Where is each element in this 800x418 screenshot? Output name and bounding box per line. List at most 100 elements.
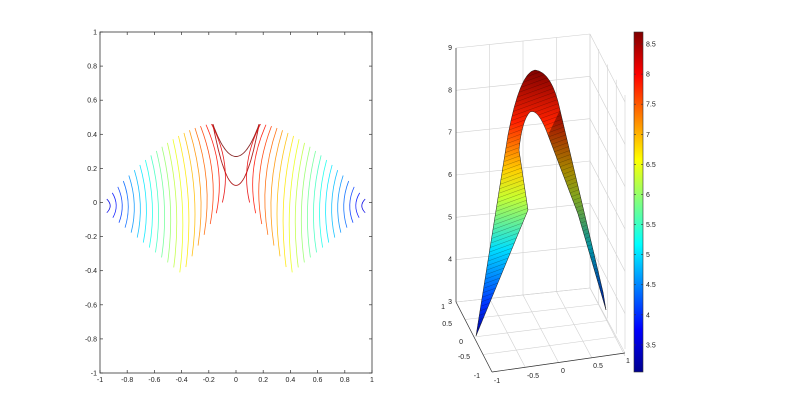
x-tick-label: -0.4: [176, 377, 188, 384]
z-tick-label: 9: [448, 45, 452, 52]
contour-line: [144, 159, 153, 248]
contour-line: [139, 164, 147, 243]
colorbar-tick-label: 5.5: [646, 222, 656, 229]
grid-line: [589, 287, 626, 354]
y-tick-label: 1: [93, 30, 97, 37]
colorbar: 3.5 4 4.5 5 5.5 6 6.5 7 7.5 8 8.5: [633, 31, 656, 373]
z-tick-label: 7: [448, 130, 452, 137]
y-tick-label: 0.4: [87, 132, 97, 139]
contour-line: [331, 169, 339, 238]
surface-mesh: [476, 70, 606, 336]
y-tick-label: 0.5: [442, 321, 452, 328]
contour-line: [349, 186, 355, 223]
colorbar-tick-label: 7: [646, 132, 650, 139]
contour-line: [156, 150, 166, 258]
contour-line: [200, 125, 214, 225]
contour-line: [128, 175, 135, 233]
contour-line: [205, 124, 220, 214]
contour-line: [161, 146, 172, 263]
y-tick-label: -0.5: [458, 354, 470, 361]
contour-line: [150, 155, 159, 253]
contour-line: [178, 135, 190, 268]
grid-line: [522, 294, 559, 363]
contour-line: [122, 180, 129, 228]
y-tick-label: -1: [474, 373, 480, 380]
contour-line: [325, 164, 333, 243]
x-tick-label: 0.6: [313, 377, 323, 384]
x-tick-label: -0.6: [148, 377, 160, 384]
grid-line: [482, 336, 617, 355]
x-tick-label: 0.2: [258, 377, 268, 384]
z-tick-label: 3: [448, 299, 452, 306]
y-tick-label: -0.8: [85, 336, 97, 343]
contour-line: [319, 159, 328, 248]
y-tick-label: 0.6: [87, 98, 97, 105]
contour-line: [189, 130, 202, 246]
x-tick-label: 0: [234, 377, 238, 384]
y-tick-label: -0.2: [85, 234, 97, 241]
z-tick-label: 4: [448, 257, 452, 264]
x-axis: [491, 352, 626, 373]
surface-shadow: [548, 110, 606, 310]
contour-line: [264, 127, 278, 235]
colorbar-tick-label: 4.5: [646, 282, 656, 289]
x-tick-label: -0.8: [121, 377, 133, 384]
z-tick-label: 6: [448, 172, 452, 179]
colorbar-tick-label: 5: [646, 252, 650, 259]
y-tick-label: 0: [93, 200, 97, 207]
y-tick-label: 0.8: [87, 64, 97, 71]
x-tick-label: -1: [494, 378, 500, 385]
colorbar-tick-label: 7.5: [646, 102, 656, 109]
contour-line: [111, 192, 117, 218]
contour-line: [183, 132, 196, 257]
x-tick-label: 1: [626, 358, 630, 365]
contour-line: [106, 198, 111, 214]
grid-line: [556, 291, 593, 358]
contour-line: [313, 155, 322, 253]
contour-line: [276, 132, 289, 257]
contour-line: [361, 198, 366, 214]
contour-line: [212, 123, 260, 157]
y-tick-label: -1: [91, 371, 97, 378]
contour-line: [258, 125, 272, 225]
contour-line: [117, 186, 123, 223]
x-tick-label: 0.5: [593, 363, 603, 370]
y-tick-label: 0.2: [87, 166, 97, 173]
contour-line: [294, 142, 305, 268]
colorbar-tick-label: 6: [646, 192, 650, 199]
x-tick-label: -0.5: [527, 373, 539, 380]
contour-axes: -1 -0.8 -0.6 -0.4 -0.2 0 0.2 0.4 0.6 0.8 1 -1 -0.8 -0…: [85, 30, 374, 385]
contour-line: [343, 180, 350, 228]
contour-line: [306, 150, 316, 258]
contour-line: [133, 169, 141, 238]
contour-line: [212, 124, 260, 186]
contour-line: [246, 123, 261, 203]
contour-line: [194, 127, 208, 235]
x-tick-label: 1: [370, 377, 374, 384]
colorbar-tick-label: 8.5: [646, 42, 656, 49]
x-tick-label: 0.4: [286, 377, 296, 384]
contour-line: [300, 146, 311, 263]
x-tick-label: 0: [561, 368, 565, 375]
y-tick-label: 1: [441, 304, 445, 311]
contour-line: [211, 123, 226, 203]
y-tick-label: -0.6: [85, 302, 97, 309]
colorbar-tick-label: 8: [646, 72, 650, 79]
contour-line: [172, 139, 184, 273]
contour-line: [282, 135, 294, 268]
colorbar-tick-label: 3.5: [646, 342, 656, 349]
y-tick-label: -0.4: [85, 268, 97, 275]
z-tick-label: 5: [448, 214, 452, 221]
x-tick-label: -0.2: [203, 377, 215, 384]
x-tick-label: -1: [97, 377, 103, 384]
x-tick-label: 0.8: [340, 377, 350, 384]
contour-line: [167, 142, 178, 268]
colorbar-tick-label: 6.5: [646, 162, 656, 169]
y-tick-label: 0: [459, 339, 463, 346]
axes-box: [99, 31, 373, 374]
contour-line: [337, 175, 344, 233]
colorbar-tick-label: 4: [646, 312, 650, 319]
z-tick-label: 8: [448, 87, 452, 94]
